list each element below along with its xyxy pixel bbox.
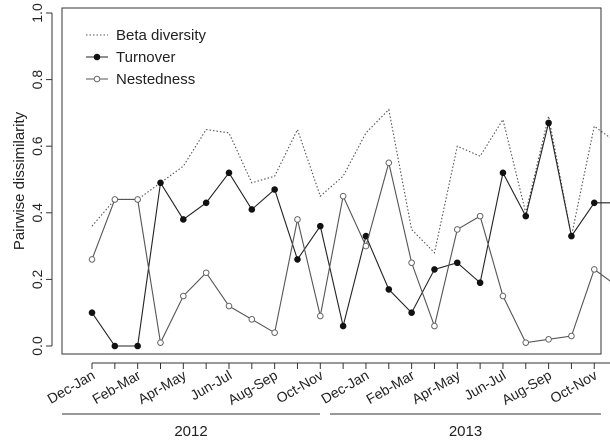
- series-line: [91, 122, 610, 347]
- y-tick-label: 0.4: [29, 203, 45, 223]
- series-line: [91, 162, 610, 345]
- data-point: [385, 286, 393, 293]
- data-point: [157, 339, 164, 346]
- data-point: [568, 232, 575, 240]
- legend-item: Beta diversity: [86, 27, 207, 44]
- data-point: [408, 259, 415, 267]
- data-point: [317, 222, 324, 230]
- legend-marker: [93, 75, 101, 83]
- year-groups: 2012 2013: [62, 413, 601, 440]
- data-point: [134, 196, 141, 203]
- data-point: [408, 309, 415, 317]
- data-point: [385, 159, 393, 167]
- legend-item: Nestedness: [86, 71, 195, 88]
- data-point: [453, 226, 461, 233]
- year-group-label: 2012: [174, 423, 207, 440]
- data-point: [294, 216, 301, 223]
- data-point: [453, 259, 461, 267]
- x-tick-label: Dec-Jan: [44, 367, 97, 407]
- data-point: [225, 302, 233, 310]
- legend-marker: [93, 53, 101, 61]
- legend-label: Turnover: [116, 49, 175, 66]
- plot-frame: [61, 7, 602, 355]
- data-point: [317, 312, 324, 320]
- data-point: [111, 342, 119, 350]
- data-point: [339, 322, 347, 330]
- data-point: [157, 179, 164, 187]
- y-tick-label: 0.6: [29, 136, 45, 156]
- data-point: [180, 216, 187, 223]
- data-point: [568, 332, 575, 340]
- x-tick-label: Apr-May: [135, 367, 189, 407]
- series-turnover: [88, 119, 610, 350]
- x-tick-label: Dec-Jan: [318, 367, 371, 407]
- data-point: [590, 199, 598, 207]
- series-layer: [88, 108, 610, 350]
- data-point: [545, 336, 552, 343]
- data-point: [339, 192, 347, 200]
- data-point: [88, 256, 96, 263]
- data-point: [476, 212, 484, 220]
- y-tick-label: 1.0: [29, 3, 45, 23]
- data-point: [225, 169, 233, 177]
- series-nestedness: [88, 159, 610, 346]
- x-tick-label: Feb-Mar: [363, 367, 417, 407]
- data-point: [271, 186, 278, 193]
- legend-item: Turnover: [86, 49, 175, 66]
- data-point: [202, 199, 210, 207]
- y-tick-label: 0.8: [29, 70, 45, 90]
- legend-label: Nestedness: [116, 71, 195, 88]
- x-tick-label: Aug-Sep: [499, 367, 554, 408]
- x-tick-label: Aug-Sep: [225, 367, 280, 408]
- series-line: [91, 108, 610, 254]
- data-point: [431, 266, 438, 273]
- data-point: [499, 169, 507, 177]
- x-tick-label: Feb-Mar: [89, 367, 143, 407]
- series-beta-diversity: [91, 108, 610, 254]
- data-point: [180, 292, 187, 300]
- legend: Beta diversity Turnover Nestedness: [86, 27, 207, 88]
- y-axis: 0.0 0.2 0.4 0.6 0.8 1.0: [29, 3, 53, 356]
- x-axis: Dec-JanFeb-MarApr-MayJun-JulAug-SepOct-N…: [44, 362, 610, 408]
- data-point: [590, 266, 598, 273]
- data-point: [88, 309, 96, 317]
- data-point: [362, 242, 370, 250]
- data-point: [271, 329, 278, 336]
- data-point: [134, 342, 141, 350]
- data-point: [499, 292, 507, 300]
- data-point: [111, 196, 119, 203]
- data-point: [294, 256, 301, 263]
- x-tick-label: Oct-Nov: [273, 367, 325, 407]
- data-point: [522, 212, 530, 220]
- data-point: [202, 269, 210, 277]
- data-point: [545, 119, 552, 127]
- y-tick-label: 0.2: [29, 269, 45, 289]
- x-tick-label: Oct-Nov: [547, 367, 599, 407]
- y-tick-label: 0.0: [29, 336, 45, 356]
- year-group-label: 2013: [449, 423, 482, 440]
- data-point: [522, 339, 530, 346]
- data-point: [248, 316, 256, 323]
- legend-label: Beta diversity: [116, 27, 207, 44]
- data-point: [248, 206, 256, 213]
- x-tick-label: Apr-May: [409, 367, 463, 407]
- data-point: [431, 322, 438, 330]
- data-point: [476, 279, 484, 287]
- y-axis-title: Pairwise dissimilarity: [11, 111, 28, 250]
